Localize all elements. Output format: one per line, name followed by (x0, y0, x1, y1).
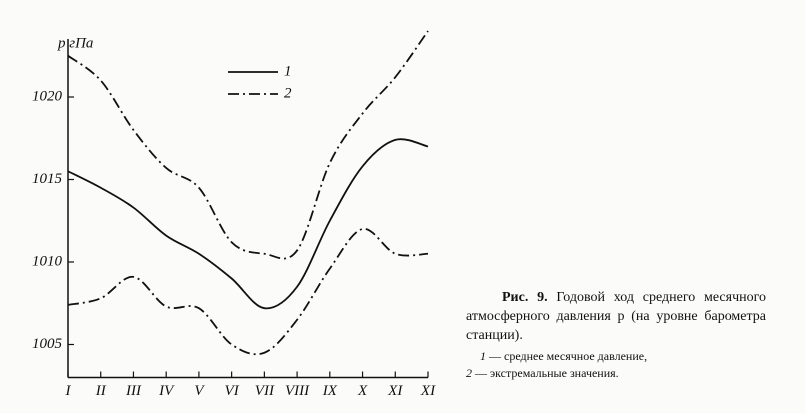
x-tick-label: X (357, 383, 368, 399)
caption-label: Рис. 9. (502, 290, 548, 305)
y-tick-label: 1005 (32, 336, 63, 352)
legend-label: 1 (284, 63, 292, 79)
x-tick-label: XI (420, 383, 436, 399)
caption: Рис. 9. Годовой ход среднего месячного а… (466, 288, 766, 382)
caption-text: Годовой ход среднего месячного атмосферн… (466, 290, 766, 343)
note-text: — экстремальные значения. (475, 366, 619, 380)
legend-label: 2 (284, 85, 292, 101)
y-tick-label: 1010 (32, 253, 63, 269)
x-tick-label: II (95, 383, 107, 399)
series-line (67, 228, 429, 356)
x-tick-label: XI (387, 383, 403, 399)
x-tick-label: VII (255, 383, 275, 399)
caption-notes: 1 — среднее месячное давление, 2 — экстр… (466, 348, 766, 382)
x-tick-label: III (125, 383, 142, 399)
x-tick-label: V (194, 383, 205, 399)
note-key: 2 (466, 366, 472, 380)
y-axis-label: р гПа (57, 35, 93, 51)
x-tick-label: VI (225, 383, 240, 399)
series-line (67, 30, 429, 260)
caption-main: Рис. 9. Годовой ход среднего месячного а… (466, 288, 766, 345)
note-text: — среднее месячное давление, (489, 349, 648, 363)
x-tick-label: I (65, 383, 72, 399)
x-tick-label: IX (322, 383, 338, 399)
y-tick-label: 1015 (32, 171, 63, 187)
y-tick-label: 1020 (32, 88, 63, 104)
note-key: 1 (480, 349, 486, 363)
x-tick-label: VIII (285, 383, 310, 399)
series-line (67, 138, 429, 310)
x-tick-label: IV (158, 383, 175, 399)
